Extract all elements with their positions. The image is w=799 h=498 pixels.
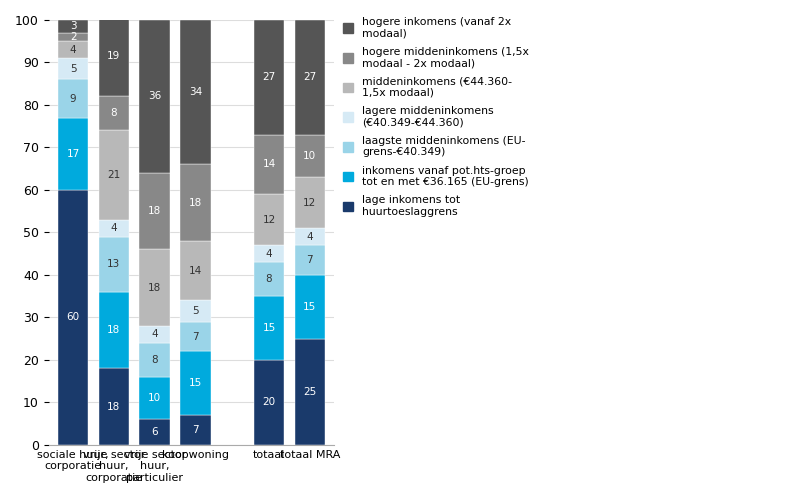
Bar xyxy=(254,296,284,360)
Bar xyxy=(295,177,325,228)
Text: 2: 2 xyxy=(70,32,77,42)
Bar xyxy=(58,58,89,80)
Text: 20: 20 xyxy=(262,397,276,407)
Text: 12: 12 xyxy=(262,215,276,225)
Bar xyxy=(139,326,170,343)
Text: 17: 17 xyxy=(66,149,80,159)
Text: 8: 8 xyxy=(152,355,158,365)
Text: 14: 14 xyxy=(189,266,202,276)
Text: 14: 14 xyxy=(262,159,276,169)
Bar xyxy=(58,41,89,58)
Bar xyxy=(181,300,211,322)
Bar xyxy=(139,377,170,419)
Bar xyxy=(254,262,284,296)
Text: 10: 10 xyxy=(304,151,316,161)
Bar xyxy=(98,97,129,130)
Text: 6: 6 xyxy=(152,427,158,437)
Bar xyxy=(295,228,325,245)
Bar xyxy=(254,245,284,262)
Bar xyxy=(98,292,129,369)
Text: 5: 5 xyxy=(193,306,199,316)
Text: 8: 8 xyxy=(110,109,117,119)
Text: 12: 12 xyxy=(303,198,316,208)
Bar xyxy=(58,20,89,33)
Bar xyxy=(98,16,129,97)
Text: 9: 9 xyxy=(70,94,77,104)
Bar xyxy=(98,237,129,292)
Bar xyxy=(254,360,284,445)
Text: 3: 3 xyxy=(70,21,77,31)
Text: 4: 4 xyxy=(70,45,77,55)
Bar xyxy=(139,173,170,249)
Bar xyxy=(254,194,284,245)
Text: 7: 7 xyxy=(193,425,199,435)
Bar xyxy=(181,20,211,164)
Bar xyxy=(139,249,170,326)
Text: 5: 5 xyxy=(70,64,77,74)
Bar xyxy=(181,164,211,241)
Bar xyxy=(58,118,89,190)
Text: 15: 15 xyxy=(189,378,202,388)
Text: 7: 7 xyxy=(193,332,199,342)
Bar xyxy=(181,322,211,352)
Text: 60: 60 xyxy=(66,312,80,323)
Bar xyxy=(58,33,89,41)
Bar xyxy=(254,135,284,194)
Text: 4: 4 xyxy=(110,223,117,233)
Text: 15: 15 xyxy=(303,302,316,312)
Bar xyxy=(139,20,170,173)
Text: 27: 27 xyxy=(262,72,276,82)
Text: 34: 34 xyxy=(189,87,202,97)
Bar xyxy=(181,415,211,445)
Text: 36: 36 xyxy=(148,92,161,102)
Bar xyxy=(98,220,129,237)
Bar xyxy=(139,343,170,377)
Text: 8: 8 xyxy=(266,274,272,284)
Text: 7: 7 xyxy=(307,255,313,265)
Text: 18: 18 xyxy=(107,402,121,412)
Text: 4: 4 xyxy=(307,232,313,242)
Text: 18: 18 xyxy=(189,198,202,208)
Text: 21: 21 xyxy=(107,170,121,180)
Text: 18: 18 xyxy=(148,283,161,293)
Bar xyxy=(295,339,325,445)
Bar xyxy=(98,369,129,445)
Bar xyxy=(98,130,129,220)
Bar xyxy=(254,20,284,135)
Text: 27: 27 xyxy=(303,72,316,82)
Text: 13: 13 xyxy=(107,259,121,269)
Bar xyxy=(139,419,170,445)
Text: 19: 19 xyxy=(107,51,121,61)
Bar xyxy=(295,135,325,177)
Bar xyxy=(58,190,89,445)
Text: 10: 10 xyxy=(148,393,161,403)
Bar xyxy=(181,241,211,300)
Text: 18: 18 xyxy=(107,325,121,335)
Text: 15: 15 xyxy=(262,323,276,333)
Text: 4: 4 xyxy=(266,249,272,259)
Legend: hogere inkomens (vanaf 2x
modaal), hogere middeninkomens (1,5x
modaal - 2x modaa: hogere inkomens (vanaf 2x modaal), hoger… xyxy=(343,17,529,217)
Text: 4: 4 xyxy=(152,330,158,340)
Bar xyxy=(295,20,325,135)
Bar xyxy=(295,245,325,275)
Text: 18: 18 xyxy=(148,206,161,216)
Bar xyxy=(295,275,325,339)
Bar xyxy=(58,80,89,118)
Bar xyxy=(181,352,211,415)
Text: 25: 25 xyxy=(303,387,316,397)
